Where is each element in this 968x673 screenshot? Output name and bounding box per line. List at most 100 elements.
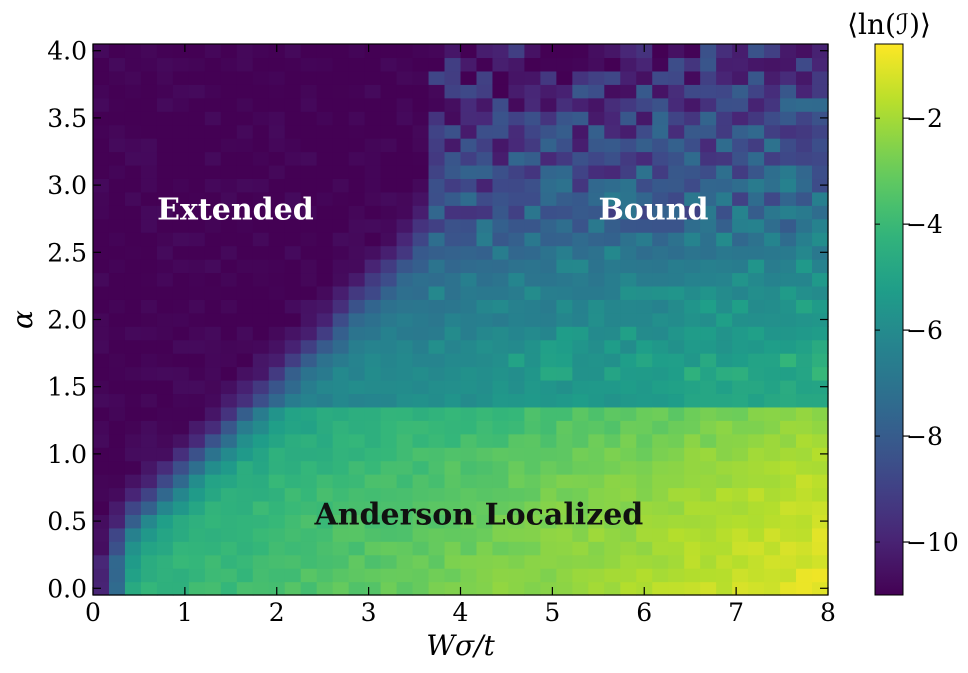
heatmap-cell <box>140 191 158 206</box>
heatmap-cell <box>700 70 717 85</box>
heatmap-cell <box>652 500 669 515</box>
heatmap-cell <box>588 554 605 569</box>
heatmap-cell <box>348 111 366 126</box>
heatmap-cell <box>476 487 494 502</box>
heatmap-cell <box>524 460 541 475</box>
heatmap-cell <box>732 164 749 179</box>
heatmap-cell <box>556 366 573 381</box>
heatmap-cell <box>236 70 254 85</box>
heatmap-cell <box>508 500 526 515</box>
heatmap-cell <box>108 554 126 569</box>
heatmap-cell <box>93 97 110 112</box>
heatmap-cell <box>652 272 669 287</box>
heatmap-cell <box>508 581 526 596</box>
heatmap-cell <box>780 57 797 72</box>
heatmap-cell <box>540 70 557 85</box>
heatmap-cell <box>396 218 414 233</box>
heatmap-cell <box>220 460 238 475</box>
heatmap-cell <box>700 191 717 206</box>
heatmap-cell <box>636 191 653 206</box>
heatmap-cell <box>348 97 366 112</box>
heatmap-cell <box>108 581 126 596</box>
heatmap-cell <box>396 44 414 59</box>
heatmap-cell <box>476 447 494 462</box>
heatmap-cell <box>236 124 254 139</box>
heatmap-cell <box>524 339 541 354</box>
heatmap-cell <box>380 44 398 59</box>
heatmap-cell <box>812 527 829 542</box>
heatmap-cell <box>444 191 462 206</box>
heatmap-cell <box>380 205 398 220</box>
heatmap-cell <box>428 285 446 300</box>
heatmap-cell <box>380 527 398 542</box>
heatmap-cell <box>764 339 781 354</box>
heatmap-cell <box>396 70 414 85</box>
heatmap-cell <box>796 487 813 502</box>
heatmap-cell <box>300 57 318 72</box>
heatmap-cell <box>812 70 829 85</box>
heatmap-cell <box>412 84 430 99</box>
heatmap-cell <box>652 568 669 583</box>
y-tick-label: 0.0 <box>47 574 87 603</box>
heatmap-cell <box>604 232 621 247</box>
heatmap-cell <box>588 57 605 72</box>
heatmap-cell <box>604 339 621 354</box>
heatmap-cell <box>93 151 110 166</box>
heatmap-cell <box>716 393 733 408</box>
heatmap-cell <box>284 500 302 515</box>
heatmap-cell <box>668 97 685 112</box>
heatmap-cell <box>140 97 158 112</box>
heatmap-cell <box>524 393 541 408</box>
heatmap-cell <box>236 447 254 462</box>
heatmap-cell <box>556 218 573 233</box>
heatmap-cell <box>732 487 749 502</box>
heatmap-cell <box>556 379 573 395</box>
heatmap-cell <box>220 232 238 247</box>
heatmap-cell <box>492 460 510 475</box>
heatmap-cell <box>556 299 573 314</box>
heatmap-cell <box>108 339 126 354</box>
heatmap-cell <box>748 554 765 569</box>
heatmap-cell <box>716 57 733 72</box>
heatmap-cell <box>156 44 174 59</box>
heatmap-cell <box>540 326 557 341</box>
heatmap-cell <box>300 433 318 448</box>
heatmap-cell <box>204 433 222 448</box>
heatmap-cell <box>604 111 621 126</box>
heatmap-cell <box>236 299 254 314</box>
heatmap-cell <box>172 151 190 166</box>
heatmap-cell <box>220 339 238 354</box>
heatmap-cell <box>396 379 414 395</box>
heatmap-cell <box>764 326 781 341</box>
heatmap-cell <box>604 285 621 300</box>
heatmap-cell <box>300 124 318 139</box>
heatmap-cell <box>700 460 717 475</box>
heatmap-cell <box>460 487 478 502</box>
heatmap-cell <box>412 312 430 327</box>
heatmap-cell <box>108 272 126 287</box>
heatmap-cell <box>93 178 110 193</box>
heatmap-cell <box>156 124 174 139</box>
heatmap-cell <box>396 124 414 139</box>
heatmap-cell <box>556 433 573 448</box>
heatmap-cell <box>604 218 621 233</box>
heatmap-cell <box>220 164 238 179</box>
heatmap-cell <box>300 205 318 220</box>
heatmap-cell <box>508 178 526 193</box>
heatmap-cell <box>700 326 717 341</box>
heatmap-cell <box>732 554 749 569</box>
heatmap-cell <box>524 245 541 260</box>
heatmap-cell <box>508 232 526 247</box>
heatmap-cell <box>476 420 494 435</box>
heatmap-cell <box>220 111 238 126</box>
heatmap-cell <box>172 312 190 327</box>
heatmap-cell <box>268 326 286 341</box>
heatmap-cell <box>620 487 637 502</box>
heatmap-cell <box>716 500 733 515</box>
heatmap-cell <box>268 527 286 542</box>
heatmap-cell <box>412 460 430 475</box>
heatmap-cell <box>812 460 829 475</box>
heatmap-cell <box>316 218 334 233</box>
heatmap-cell <box>268 111 286 126</box>
